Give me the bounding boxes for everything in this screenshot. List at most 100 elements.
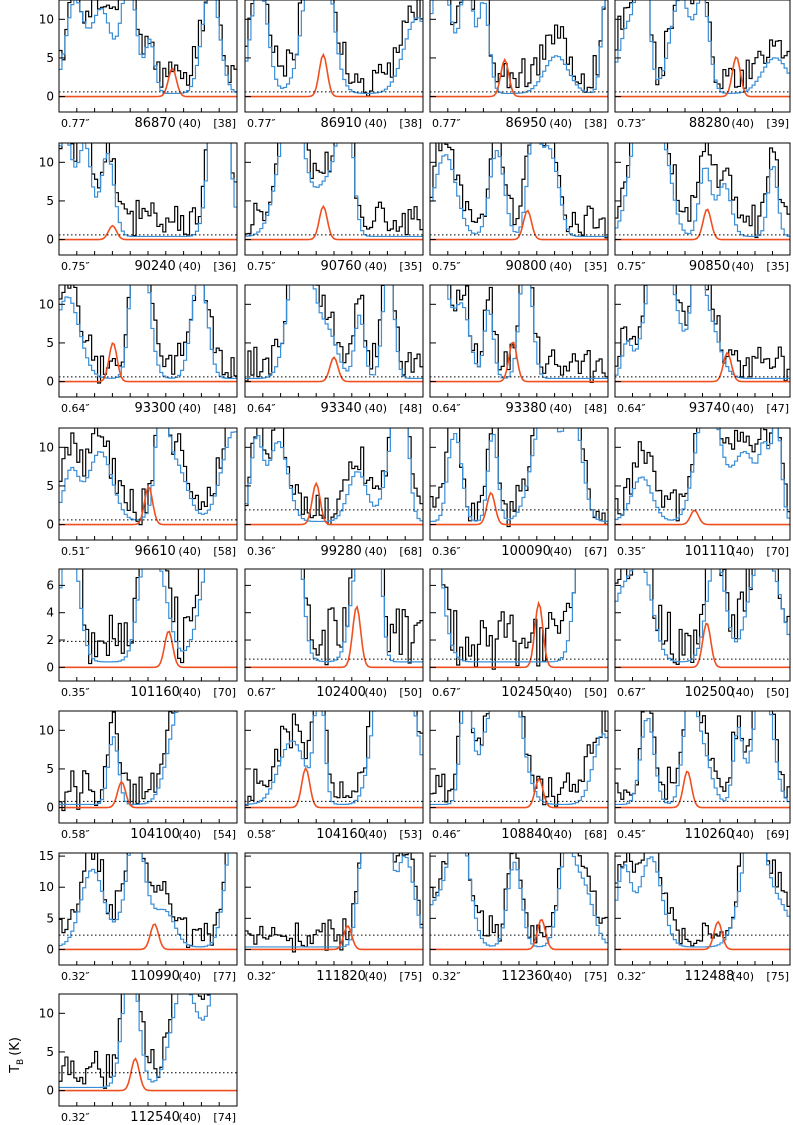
frequency-label: 93340 (320, 401, 361, 416)
count-label: (40) (178, 545, 201, 558)
spectrum-panel: 0.58″ 104160(40) [53] (244, 710, 424, 842)
count-label: (40) (178, 970, 201, 983)
panel-frame (429, 142, 609, 256)
count-label: (40) (731, 117, 754, 130)
beam-size-label: 0.64″ (617, 402, 646, 415)
panel-plot-area (245, 285, 423, 383)
y-tick-label: 10 (39, 723, 54, 737)
species-model-line (59, 224, 237, 241)
frequency-label: 104100 (130, 827, 180, 842)
spectrum-panel: 0 5 10 0.77″ 86870 (40) [38] (39, 0, 238, 131)
count-label: (40) (178, 828, 201, 841)
frequency-label: 110260 (685, 827, 735, 842)
panel-plot-area (59, 711, 237, 812)
frequency-label: 102500 (685, 685, 735, 700)
frequency-label: 112540 (130, 1110, 180, 1125)
index-label: [36] (213, 260, 236, 273)
panel-plot-area (59, 853, 237, 951)
species-model-line (59, 67, 237, 98)
count-label: (40) (549, 686, 572, 699)
panel-frame (244, 852, 424, 966)
beam-size-label: 0.51″ (61, 545, 90, 558)
species-model-line (59, 780, 237, 809)
species-model-line (59, 923, 237, 951)
observed-spectrum (59, 853, 226, 949)
model-total-spectrum (59, 143, 237, 238)
frequency-label: 86950 (505, 116, 546, 131)
count-label: (40) (731, 686, 754, 699)
y-tick-label: 10 (39, 12, 54, 26)
panel-frame (614, 852, 791, 966)
panel-plot-area (615, 853, 790, 951)
index-label: [50] (766, 686, 789, 699)
model-total-spectrum (615, 285, 790, 380)
model-total-spectrum (447, 285, 608, 380)
model-total-spectrum (245, 853, 423, 948)
count-label: (40) (364, 970, 387, 983)
model-total-spectrum (300, 569, 423, 663)
y-axis-label: TB (K) (8, 1037, 26, 1074)
spectrum-panel: 0.36″ 100090(40) [67] (429, 427, 609, 559)
spectrum-panel: 0.32″ 111820(40) [75] (244, 852, 424, 984)
y-tick-label: 5 (46, 762, 54, 776)
count-label: (40) (178, 260, 201, 273)
index-label: [50] (399, 686, 422, 699)
count-label: (40) (549, 828, 572, 841)
model-total-spectrum (430, 143, 608, 238)
panel-plot-area (430, 285, 608, 383)
index-label: [75] (766, 970, 789, 983)
observed-spectrum (430, 711, 608, 807)
species-model-line (430, 600, 608, 669)
count-label: (40) (178, 402, 201, 415)
model-total-spectrum (59, 285, 237, 380)
beam-size-label: 0.75″ (432, 260, 461, 273)
species-model-line (59, 342, 237, 383)
y-tick-label: 10 (39, 880, 54, 894)
observed-spectrum (245, 285, 423, 382)
panel-plot-area (430, 428, 608, 528)
panel-plot-area (59, 0, 237, 98)
panel-plot-area (615, 143, 790, 241)
index-label: [39] (766, 117, 789, 130)
model-total-spectrum (245, 428, 423, 523)
panel-plot-area (59, 569, 237, 669)
y-tick-label: 6 (46, 578, 54, 592)
model-total-spectrum (59, 853, 229, 948)
species-model-line (245, 52, 423, 98)
beam-size-label: 0.75″ (247, 260, 276, 273)
beam-size-label: 0.32″ (247, 970, 276, 983)
panel-plot-area (245, 143, 423, 241)
observed-spectrum (59, 428, 226, 526)
model-total-spectrum (615, 0, 790, 94)
y-tick-label: 2 (46, 633, 54, 647)
beam-size-label: 0.64″ (61, 402, 90, 415)
beam-size-label: 0.58″ (61, 828, 90, 841)
species-model-line (59, 630, 237, 669)
species-model-line (615, 208, 790, 241)
count-label: (40) (364, 828, 387, 841)
frequency-label: 99280 (320, 544, 361, 559)
observed-spectrum (615, 0, 790, 90)
frequency-label: 108840 (501, 827, 551, 842)
species-model-line (615, 351, 790, 383)
observed-spectrum (615, 711, 790, 800)
observed-spectrum (615, 569, 790, 665)
species-model-line (430, 918, 608, 951)
species-model-line (615, 920, 790, 951)
model-total-spectrum (245, 285, 423, 380)
count-label: (40) (178, 1111, 201, 1124)
observed-spectrum (303, 569, 423, 666)
observed-spectrum (245, 711, 423, 806)
panel-plot-area (615, 285, 790, 383)
frequency-label: 100090 (501, 544, 551, 559)
model-total-spectrum (430, 0, 606, 95)
model-total-spectrum (59, 711, 237, 806)
index-label: [47] (766, 402, 789, 415)
spectrum-panel: 0.46″ 108840(40) [68] (429, 710, 609, 842)
species-model-line (615, 509, 790, 526)
index-label: [53] (399, 828, 422, 841)
y-axis-label-sub: B (16, 1059, 26, 1065)
beam-size-label: 0.46″ (432, 828, 461, 841)
beam-size-label: 0.77″ (247, 117, 276, 130)
